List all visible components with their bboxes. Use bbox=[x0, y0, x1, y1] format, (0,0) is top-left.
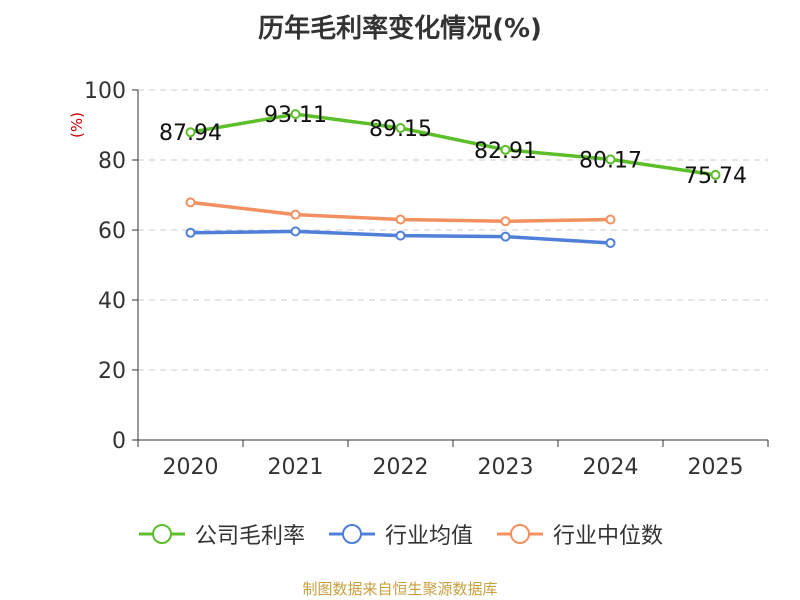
series-point-2 bbox=[605, 214, 616, 225]
grid-layer bbox=[138, 89, 768, 371]
series-point-1 bbox=[500, 231, 511, 242]
x-tick-label: 2021 bbox=[268, 455, 324, 480]
series-point-2 bbox=[395, 214, 406, 225]
series-point-0 bbox=[710, 169, 721, 180]
x-tick-label: 2020 bbox=[163, 455, 219, 480]
series-point-0 bbox=[290, 109, 301, 120]
y-axis-label: (%) bbox=[68, 112, 86, 138]
chart-title: 历年毛利率变化情况(%) bbox=[258, 14, 542, 44]
series-point-2 bbox=[290, 209, 301, 220]
x-tick-label: 2025 bbox=[688, 455, 744, 480]
series-point-1 bbox=[605, 237, 616, 248]
series-point-1 bbox=[185, 227, 196, 238]
legend-circle bbox=[341, 524, 362, 544]
data-label: 80.17 bbox=[579, 148, 642, 173]
legend-item[interactable]: 公司毛利率 bbox=[137, 518, 305, 550]
series-point-0 bbox=[605, 154, 616, 165]
legend-circle bbox=[151, 524, 172, 544]
x-tick-label: 2024 bbox=[583, 455, 639, 480]
data-label: 93.11 bbox=[264, 103, 327, 128]
label-layer: 87.94 93.11 89.15 82.91 80.17 75.74 bbox=[159, 103, 747, 189]
y-tick-label: 40 bbox=[98, 289, 126, 314]
x-tick-label: 2023 bbox=[478, 455, 534, 480]
y-tick-label: 100 bbox=[84, 79, 126, 104]
series-point-2 bbox=[185, 197, 196, 208]
y-tick-label: 20 bbox=[98, 359, 126, 384]
series-point-0 bbox=[395, 122, 406, 133]
legend-label: 公司毛利率 bbox=[194, 524, 305, 549]
series-point-0 bbox=[500, 144, 511, 155]
series-line-0 bbox=[190, 112, 716, 177]
legend-circle bbox=[510, 524, 530, 544]
data-label: 82.91 bbox=[474, 139, 537, 164]
y-tick-label: 80 bbox=[98, 149, 126, 174]
legend-item[interactable]: 行业中位数 bbox=[495, 518, 663, 550]
y-tick-label: 60 bbox=[98, 219, 126, 244]
legend: 公司毛利率 行业均值 行业中位数 bbox=[0, 518, 800, 550]
series-point-0 bbox=[185, 127, 196, 138]
legend-marker-icon bbox=[497, 524, 543, 544]
legend-marker-icon bbox=[138, 524, 185, 544]
series-layer bbox=[185, 109, 721, 248]
series-point-2 bbox=[500, 216, 511, 227]
x-tick-label: 2022 bbox=[373, 455, 429, 480]
data-label: 89.15 bbox=[369, 117, 432, 142]
data-label: 87.94 bbox=[159, 121, 222, 146]
legend-item[interactable]: 行业均值 bbox=[327, 518, 473, 550]
legend-label: 行业均值 bbox=[384, 524, 473, 549]
axis-layer: 0 20 40 60 80 100 2020 2021 2022 2023 2024 2025 (%) bbox=[68, 79, 769, 480]
legend-label: 行业中位数 bbox=[553, 524, 664, 549]
series-point-1 bbox=[290, 226, 301, 237]
data-label: 75.74 bbox=[684, 164, 747, 189]
series-point-1 bbox=[395, 230, 406, 241]
source-note: 制图数据来自恒生聚源数据库 bbox=[302, 580, 498, 598]
y-tick-label: 0 bbox=[112, 429, 126, 454]
legend-marker-icon bbox=[328, 524, 375, 544]
